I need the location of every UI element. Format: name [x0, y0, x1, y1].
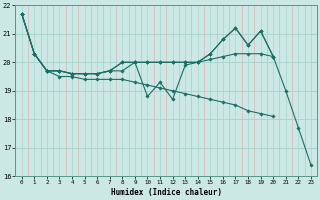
X-axis label: Humidex (Indice chaleur): Humidex (Indice chaleur): [111, 188, 222, 197]
